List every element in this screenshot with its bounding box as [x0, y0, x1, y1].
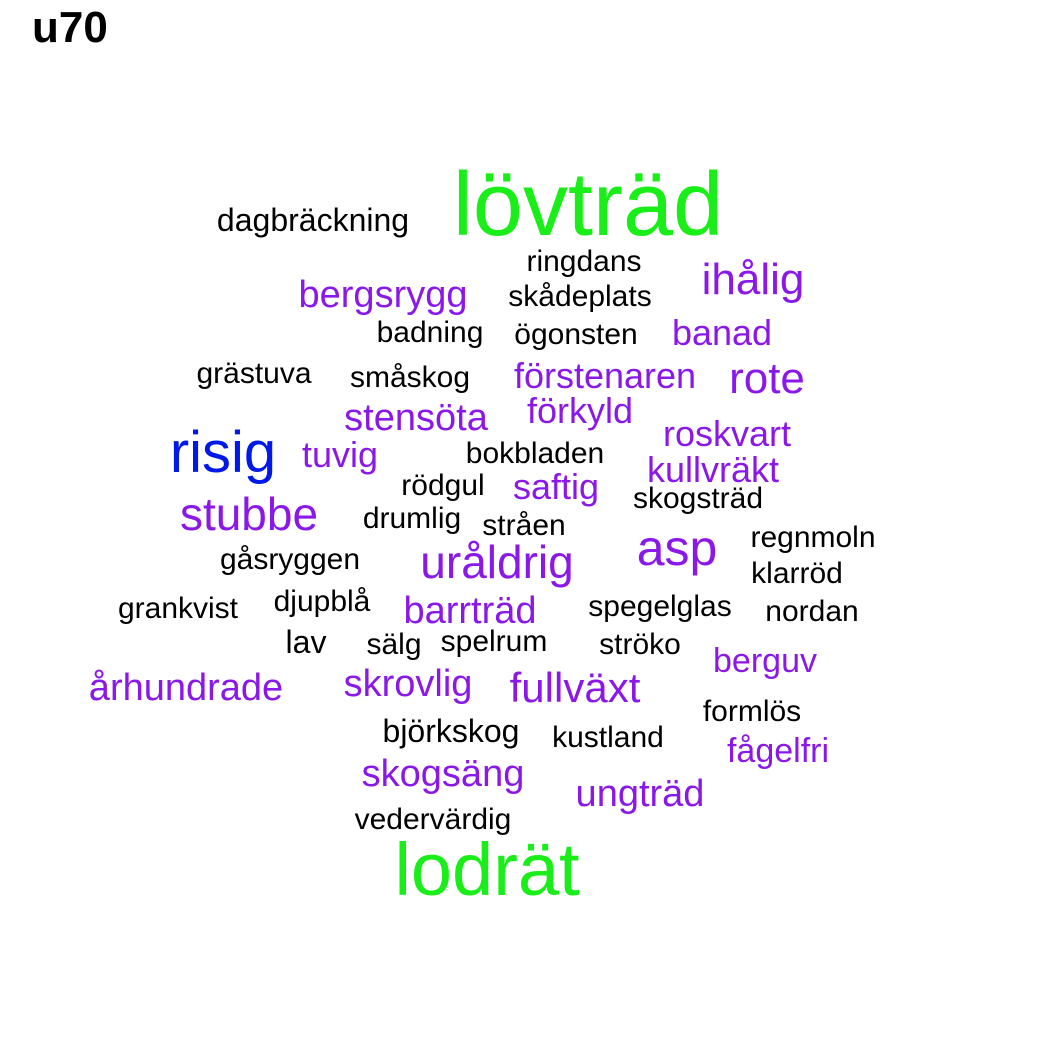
word-ihalig: ihålig — [701, 255, 805, 304]
word-ungtrad: ungträd — [575, 773, 705, 815]
word-ogonsten: ögonsten — [514, 318, 638, 351]
word-kullvrakt: kullvräkt — [646, 449, 780, 490]
page-title: u70 — [32, 3, 108, 52]
word-skrovlig: skrovlig — [343, 663, 473, 705]
word-arhundrade: århundrade — [88, 667, 284, 709]
word-lovtrad: lövträd — [452, 155, 724, 255]
word-stubbe: stubbe — [179, 488, 319, 540]
word-forstenaren: förstenaren — [513, 355, 697, 396]
word-risig: risig — [169, 420, 277, 485]
word-kustland: kustland — [552, 721, 664, 754]
word-smaskog: småskog — [349, 361, 471, 394]
word-spegelglas: spegelglas — [588, 590, 732, 623]
word-lodrat: lodrät — [394, 828, 580, 911]
word-djupbla: djupblå — [273, 585, 371, 618]
word-vedervardig: vedervärdig — [354, 803, 512, 836]
word-bokbladen: bokbladen — [465, 437, 605, 470]
word-badning: badning — [376, 316, 484, 349]
word-banad: banad — [671, 312, 773, 353]
word-tuvig: tuvig — [301, 434, 379, 475]
word-bjorkskog: björkskog — [382, 713, 520, 749]
word-rote: rote — [729, 354, 805, 403]
word-salg: sälg — [366, 628, 422, 661]
word-berguv: berguv — [713, 642, 817, 680]
word-rodgul: rödgul — [401, 469, 485, 502]
word-grastuva: grästuva — [196, 357, 312, 390]
word-stroko: ströko — [599, 628, 681, 661]
word-asp: asp — [636, 520, 718, 576]
word-fullvaxt: fullväxt — [509, 664, 641, 711]
word-drumlig: drumlig — [362, 502, 462, 535]
word-stensota: stensöta — [344, 397, 488, 439]
word-formlos: formlös — [702, 695, 802, 728]
word-regnmoln: regnmoln — [750, 521, 876, 554]
word-skadeplats: skådeplats — [508, 280, 652, 313]
word-nordan: nordan — [765, 595, 859, 628]
word-barrtrad: barrträd — [403, 590, 537, 632]
word-skogsang: skogsäng — [361, 753, 525, 795]
word-lav: lav — [285, 624, 327, 660]
word-roskvart: roskvart — [662, 413, 792, 454]
word-fagelfri: fågelfri — [726, 732, 830, 770]
word-gasryggen: gåsryggen — [219, 543, 361, 576]
word-dagbrackning: dagbräckning — [216, 202, 410, 238]
word-spelrum: spelrum — [440, 625, 548, 658]
word-straen: stråen — [482, 509, 566, 542]
word-grankvist: grankvist — [117, 592, 239, 625]
word-ringdans: ringdans — [526, 245, 642, 278]
word-bergsrygg: bergsrygg — [298, 274, 468, 316]
word-saftig: saftig — [512, 466, 600, 507]
word-forkyld: förkyld — [526, 390, 634, 431]
word-skogstrad: skogsträd — [632, 482, 764, 515]
word-klarrod: klarröd — [751, 557, 843, 590]
word-uraldrig: uråldrig — [420, 536, 574, 588]
